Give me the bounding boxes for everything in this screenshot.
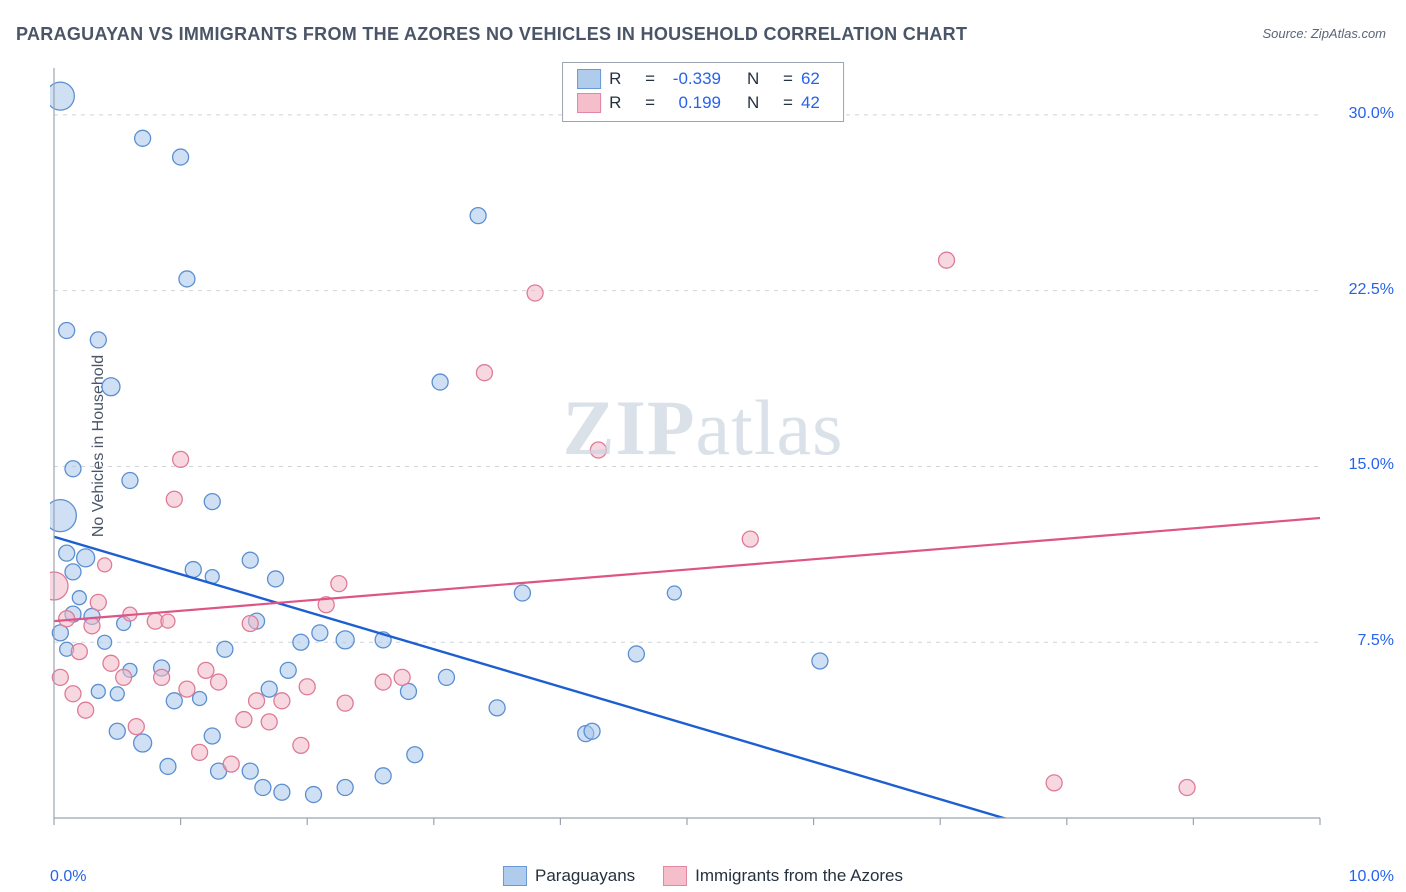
legend-stats-box: R = -0.339 N = 62 R = 0.199 N = 42	[562, 62, 844, 122]
x-tick-label-min: 0.0%	[50, 868, 86, 886]
legend-bottom-item-1: Paraguayans	[503, 866, 635, 886]
plot-area	[50, 60, 1390, 850]
legend-eq-1b: =	[783, 67, 793, 91]
chart-title: PARAGUAYAN VS IMMIGRANTS FROM THE AZORES…	[16, 24, 967, 45]
legend-bottom-item-2: Immigrants from the Azores	[663, 866, 903, 886]
legend-n-value-2: 42	[801, 91, 829, 115]
legend-bottom-label-1: Paraguayans	[535, 866, 635, 886]
legend-r-label-2: R	[609, 91, 637, 115]
legend-bottom-label-2: Immigrants from the Azores	[695, 866, 903, 886]
x-tick-label-max: 10.0%	[1349, 868, 1394, 886]
y-tick-label-1: 15.0%	[1349, 456, 1394, 474]
legend-eq-2: =	[645, 91, 655, 115]
legend-bottom-swatch-2	[663, 866, 687, 886]
legend-r-label: R	[609, 67, 637, 91]
y-tick-label-3: 30.0%	[1349, 105, 1394, 123]
chart-container: PARAGUAYAN VS IMMIGRANTS FROM THE AZORES…	[0, 0, 1406, 892]
legend-swatch-series2	[577, 93, 601, 113]
legend-r-value-1: -0.339	[663, 67, 721, 91]
legend-stats-row-2: R = 0.199 N = 42	[577, 91, 829, 115]
legend-r-value-2: 0.199	[663, 91, 721, 115]
legend-swatch-series1	[577, 69, 601, 89]
y-tick-label-0: 7.5%	[1358, 632, 1394, 650]
legend-eq-2b: =	[783, 91, 793, 115]
legend-eq-1: =	[645, 67, 655, 91]
legend-stats-row-1: R = -0.339 N = 62	[577, 67, 829, 91]
source-label: Source: ZipAtlas.com	[1262, 26, 1386, 41]
legend-n-label-1: N	[747, 67, 775, 91]
legend-bottom-swatch-1	[503, 866, 527, 886]
scatter-svg	[50, 60, 1390, 850]
legend-bottom: Paraguayans Immigrants from the Azores	[503, 866, 903, 886]
legend-n-value-1: 62	[801, 67, 829, 91]
legend-n-label-2: N	[747, 91, 775, 115]
y-tick-label-2: 22.5%	[1349, 281, 1394, 299]
